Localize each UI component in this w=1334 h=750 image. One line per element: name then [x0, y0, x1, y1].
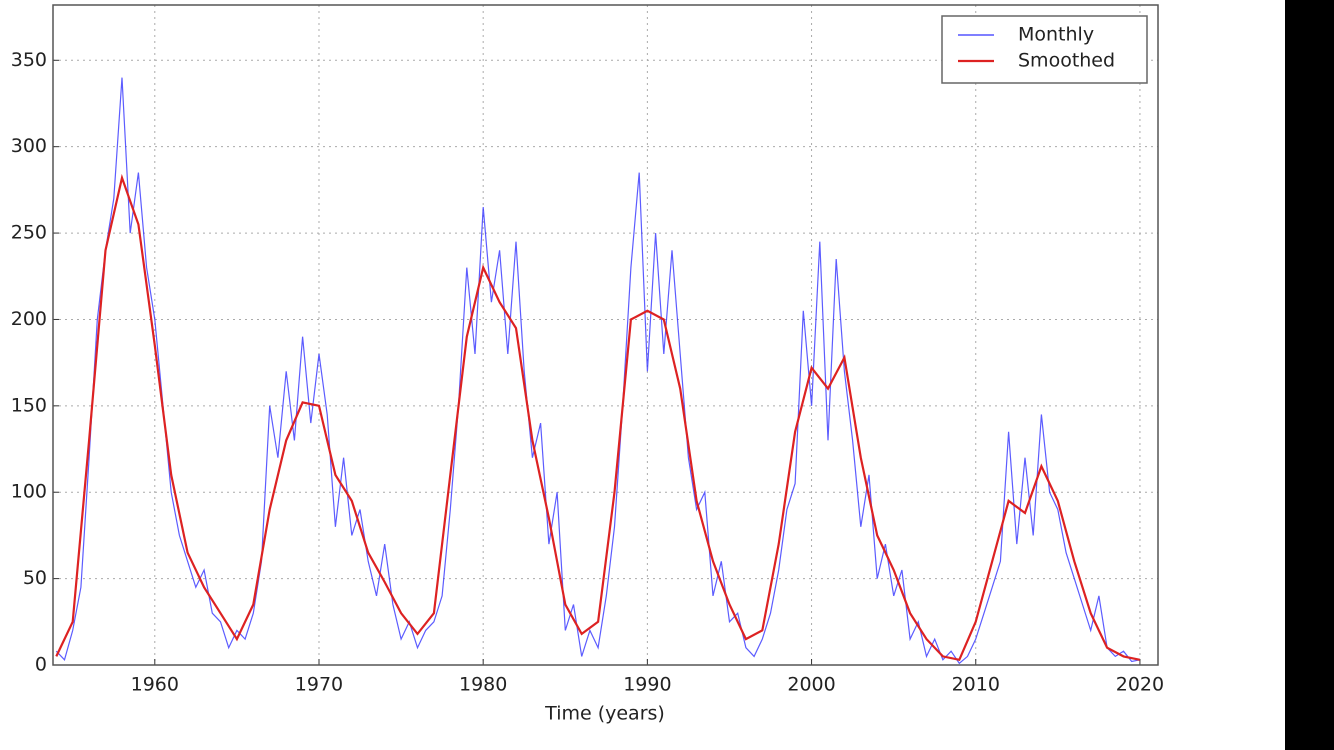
x-tick-label: 2020 — [1116, 674, 1164, 696]
y-tick-label: 150 — [11, 394, 47, 416]
legend-box — [941, 15, 1148, 84]
y-tick-label: 100 — [11, 481, 47, 503]
y-tick-label: 350 — [11, 49, 47, 71]
x-tick-label: 1990 — [623, 674, 671, 696]
y-tick-label: 300 — [11, 135, 47, 157]
legend-label: Monthly — [1018, 24, 1094, 46]
black-edge — [1285, 0, 1334, 750]
legend-label: Smoothed — [1018, 50, 1115, 72]
x-tick-label: 1960 — [131, 674, 179, 696]
plot-frame — [52, 4, 1159, 666]
y-tick-label: 250 — [11, 222, 47, 244]
y-tick-label: 200 — [11, 308, 47, 330]
x-tick-label: 2000 — [787, 674, 835, 696]
x-tick-label: 1980 — [459, 674, 507, 696]
series-line — [55, 173, 1141, 662]
y-tick-label: 0 — [35, 654, 47, 676]
x-tick-label: 1970 — [295, 674, 343, 696]
series-line — [55, 77, 1141, 665]
y-tick-label: 50 — [23, 567, 47, 589]
x-axis-label: Time (years) — [544, 703, 665, 725]
x-tick-label: 2010 — [952, 674, 1000, 696]
